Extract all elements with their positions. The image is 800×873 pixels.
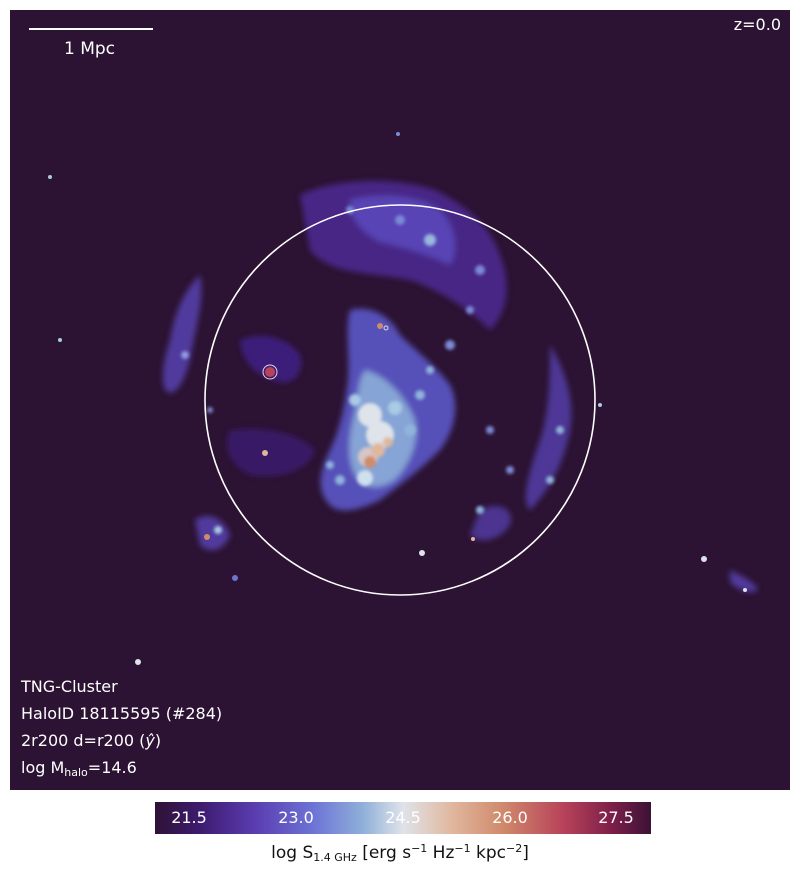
colorbar-label: log S1.4 GHz [erg s−1 Hz−1 kpc−2] [0,842,800,864]
projection-axis: ŷ [145,731,155,750]
halo-id-label: HaloID 18115595 (#284) [21,704,223,723]
colorbar-label-unit-c: kpc [470,843,507,863]
colorbar-tick: 23.0 [278,808,314,827]
colorbar-label-unit-a: [erg s [356,843,412,863]
colorbar: 21.5 23.0 24.5 26.0 27.5 [155,802,651,834]
emission-clumps [181,206,564,534]
scale-bar [29,28,153,30]
colorbar-label-prefix: log S [271,843,314,863]
projection-prefix: 2r200 d=r200 ( [21,731,146,750]
colorbar-label-unit-b: Hz [427,843,455,863]
halo-mass-label: log Mhalo=14.6 [21,758,137,779]
colorbar-label-suffix: ] [522,843,529,863]
projection-label: 2r200 d=r200 (ŷ) [21,733,161,749]
halo-mass-value: =14.6 [87,758,137,777]
point-sources [48,132,747,665]
colorbar-label-sub: 1.4 GHz [313,851,357,864]
halo-mass-subscript: halo [64,766,88,779]
redshift-label: z=0.0 [733,15,781,34]
colorbar-label-exp-b: −1 [454,842,471,855]
colorbar-label-exp-a: −1 [411,842,428,855]
colorbar-tick: 21.5 [171,808,207,827]
colorbar-tick: 24.5 [385,808,421,827]
projection-suffix: ) [154,731,162,750]
colorbar-label-exp-c: −2 [506,842,523,855]
scale-bar-label: 1 Mpc [64,39,116,59]
halo-mass-prefix: log M [21,758,65,777]
colorbar-tick: 27.5 [598,808,634,827]
simulation-label: TNG-Cluster [21,677,118,696]
radio-emission-map [10,10,790,790]
r200-circle [204,204,596,596]
colorbar-tick: 26.0 [492,808,528,827]
